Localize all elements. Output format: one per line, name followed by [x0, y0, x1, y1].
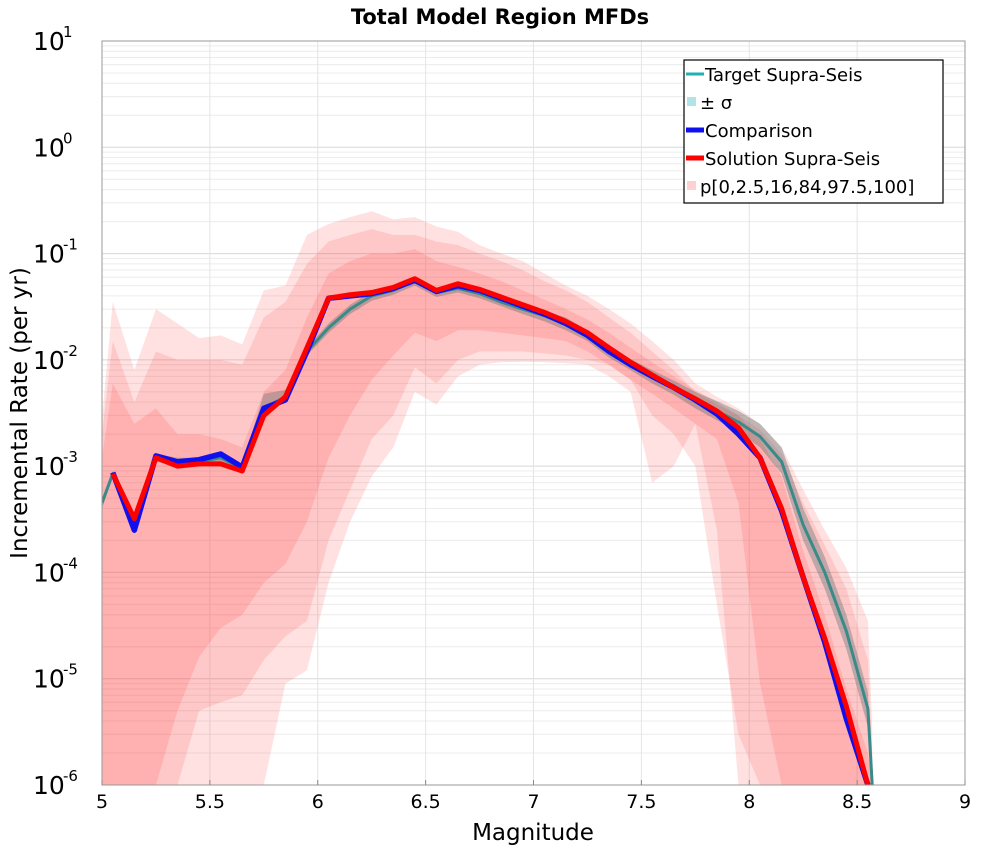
legend-box: [683, 59, 944, 204]
y-tick-label: 10: [33, 665, 65, 694]
legend-label-percentiles: p[0,2.5,16,84,97.5,100]: [700, 177, 914, 198]
y-tick-exponent: 0: [63, 129, 73, 147]
x-tick-label: 5.5: [195, 791, 225, 813]
x-tick-label: 5: [96, 791, 108, 813]
series-lines: [102, 276, 874, 785]
y-tick-exponent: -6: [63, 767, 78, 785]
solution-supra-seis-line: [110, 276, 871, 785]
y-tick-label: 10: [33, 133, 65, 162]
y-tick-exponent: 1: [63, 23, 73, 41]
x-tick-label: 7.5: [626, 791, 656, 813]
percentile-band-2.5-97.5: [102, 229, 873, 785]
x-axis-ticks: 5 5.5 6 6.5 7 7.5 8 8.5 9: [96, 780, 971, 813]
percentile-band-0-100: [102, 211, 873, 785]
legend: Target Supra-Seis ± σ Comparison Solutio…: [683, 59, 944, 204]
y-axis-label: Incremental Rate (per yr): [7, 267, 33, 559]
x-tick-label: 6: [312, 791, 324, 813]
y-tick-label: 10: [33, 346, 65, 375]
y-tick-exponent: -2: [63, 342, 78, 360]
chart-title: Total Model Region MFDs: [351, 5, 649, 29]
y-tick-label: 10: [33, 27, 65, 56]
y-tick-label: 10: [33, 558, 65, 587]
y-tick-label: 10: [33, 452, 65, 481]
legend-label-sigma: ± σ: [700, 93, 732, 114]
legend-label-solution: Solution Supra-Seis: [705, 149, 880, 170]
x-tick-label: 6.5: [411, 791, 441, 813]
y-tick-exponent: -5: [63, 661, 78, 679]
x-tick-label: 8.5: [842, 791, 872, 813]
plot-area: [102, 211, 874, 785]
y-tick-exponent: -4: [63, 554, 78, 572]
legend-label-comparison: Comparison: [705, 121, 813, 142]
x-tick-label: 7: [527, 791, 539, 813]
y-tick-label: 10: [33, 240, 65, 269]
y-tick-label: 10: [33, 771, 65, 800]
y-tick-exponent: -3: [63, 448, 78, 466]
legend-label-target: Target Supra-Seis: [704, 65, 862, 86]
x-tick-label: 8: [743, 791, 755, 813]
x-axis-label: Magnitude: [472, 820, 594, 846]
target-supra-seis-line: [102, 279, 874, 785]
x-tick-label: 9: [959, 791, 971, 813]
y-tick-exponent: -1: [63, 236, 78, 254]
legend-swatch-percentiles: [687, 181, 696, 190]
legend-swatch-sigma: [687, 97, 696, 106]
